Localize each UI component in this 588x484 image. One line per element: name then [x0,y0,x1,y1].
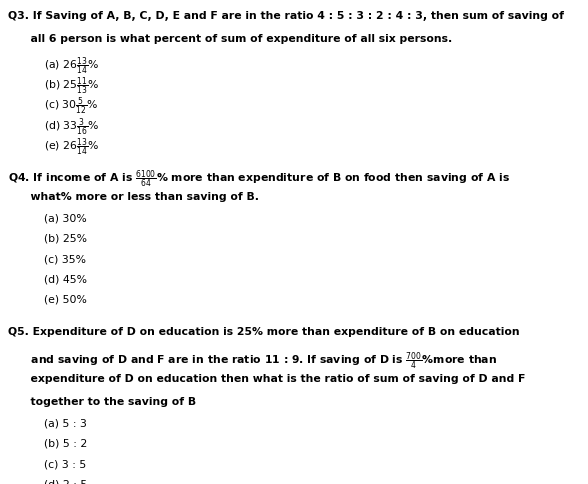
Text: (a) 30%: (a) 30% [44,213,87,224]
Text: (b) 25$\frac{11}{13}$%: (b) 25$\frac{11}{13}$% [44,76,99,97]
Text: (d) 33$\frac{3}{16}$%: (d) 33$\frac{3}{16}$% [44,116,99,137]
Text: together to the saving of B: together to the saving of B [8,397,196,407]
Text: (e) 26$\frac{13}{14}$%: (e) 26$\frac{13}{14}$% [44,136,99,158]
Text: Q4. If income of A is $\frac{6100}{64}$% more than expenditure of B on food then: Q4. If income of A is $\frac{6100}{64}$%… [8,169,510,190]
Text: (b) 25%: (b) 25% [44,234,87,244]
Text: (d) 2 : 5: (d) 2 : 5 [44,479,88,484]
Text: (c) 3 : 5: (c) 3 : 5 [44,459,86,469]
Text: Q5. Expenditure of D on education is 25% more than expenditure of B on education: Q5. Expenditure of D on education is 25%… [8,327,519,337]
Text: (a) 26$\frac{13}{14}$%: (a) 26$\frac{13}{14}$% [44,55,99,76]
Text: what% more or less than saving of B.: what% more or less than saving of B. [8,192,259,202]
Text: (e) 50%: (e) 50% [44,295,87,305]
Text: (c) 35%: (c) 35% [44,254,86,264]
Text: and saving of D and F are in the ratio 11 : 9. If saving of D is $\frac{700}{4}$: and saving of D and F are in the ratio 1… [8,350,497,372]
Text: Q3. If Saving of A, B, C, D, E and F are in the ratio 4 : 5 : 3 : 2 : 4 : 3, the: Q3. If Saving of A, B, C, D, E and F are… [8,11,564,21]
Text: (b) 5 : 2: (b) 5 : 2 [44,439,88,449]
Text: expenditure of D on education then what is the ratio of sum of saving of D and F: expenditure of D on education then what … [8,374,525,384]
Text: (d) 45%: (d) 45% [44,274,87,285]
Text: (a) 5 : 3: (a) 5 : 3 [44,418,87,428]
Text: (c) 30$\frac{5}{12}$%: (c) 30$\frac{5}{12}$% [44,96,99,117]
Text: all 6 person is what percent of sum of expenditure of all six persons.: all 6 person is what percent of sum of e… [8,34,452,44]
